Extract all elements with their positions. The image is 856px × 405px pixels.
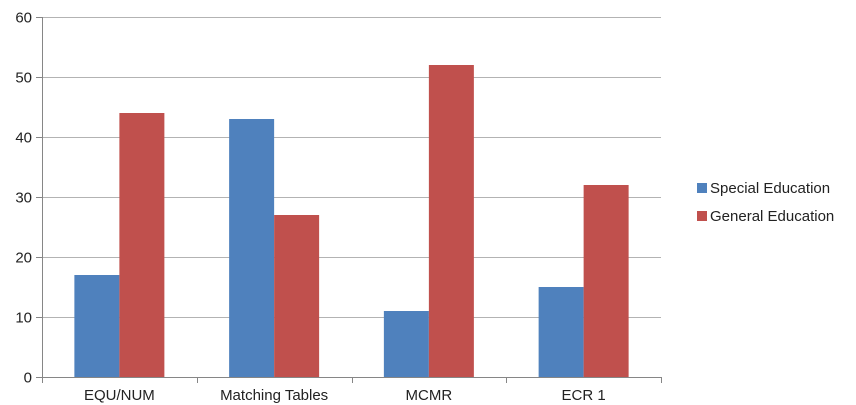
bar-general-education (119, 113, 165, 377)
bar-special-education (229, 119, 275, 377)
x-tick-label: MCMR (406, 387, 453, 404)
x-tick-label: Matching Tables (220, 387, 328, 404)
y-tick-label: 10 (15, 310, 32, 327)
bars (74, 65, 629, 377)
y-tick-label: 0 (24, 370, 32, 387)
legend-label: General Education (710, 208, 834, 225)
bar-special-education (74, 275, 120, 377)
axes: 0 10 20 30 40 50 60 EQU/NUM Matching Tables MCMR E… (15, 10, 662, 404)
legend-label: Special Education (710, 180, 830, 197)
y-tick-label: 60 (15, 10, 32, 27)
bar-general-education (428, 65, 474, 377)
y-tick-label: 20 (15, 250, 32, 267)
bar-general-education (274, 215, 320, 377)
y-tick-label: 30 (15, 190, 32, 207)
bar-special-education (383, 311, 429, 377)
x-tick-label: ECR 1 (562, 387, 606, 404)
y-tick-label: 40 (15, 130, 32, 147)
bar-general-education (583, 185, 629, 377)
y-tick-label: 50 (15, 70, 32, 87)
x-tick-label: EQU/NUM (84, 387, 155, 404)
legend: Special Education General Education (697, 180, 834, 225)
legend-swatch (697, 211, 707, 221)
bar-special-education (538, 287, 584, 377)
legend-swatch (697, 183, 707, 193)
